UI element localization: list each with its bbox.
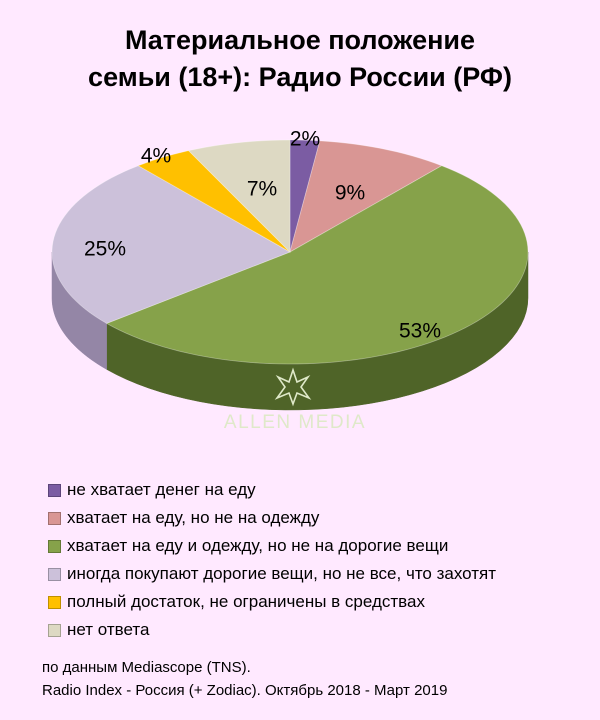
source-line-2: Radio Index - Россия (+ Zodiac). Октябрь… <box>42 682 448 699</box>
legend-swatch-4 <box>48 567 61 581</box>
source-note: по данным Mediascope (TNS). Radio Index … <box>42 656 447 702</box>
legend-swatch-2 <box>48 511 61 525</box>
legend-label-5: полный достаток, не ограничены в средств… <box>67 592 425 611</box>
pie-slice-5 <box>137 150 291 253</box>
chart-title: Материальное положение семьи (18+): Ради… <box>0 22 600 96</box>
pie-chart: 2% 9% 53% 25% 4% 7% ALLEN MEDIA <box>51 128 529 433</box>
legend-item-6: нет ответа <box>48 616 496 644</box>
legend-item-3: хватает на еду и одежду, но не на дороги… <box>48 532 496 560</box>
legend-item-4: иногда покупают дорогие вещи, но не все,… <box>48 560 496 588</box>
legend-swatch-1 <box>48 483 61 497</box>
data-label-3: 53% <box>399 320 441 343</box>
legend-swatch-5 <box>48 595 61 609</box>
data-label-2: 9% <box>335 182 365 205</box>
legend-swatch-3 <box>48 539 61 553</box>
watermark-text: ALLEN MEDIA <box>224 412 366 433</box>
data-label-1: 2% <box>290 128 320 151</box>
pie-slice-2 <box>289 140 443 253</box>
data-label-6: 7% <box>247 178 277 201</box>
legend-label-1: не хватает денег на еду <box>67 480 256 499</box>
legend-label-4: иногда покупают дорогие вещи, но не все,… <box>67 564 497 583</box>
chart-legend: не хватает денег на еду хватает на еду, н… <box>48 476 496 644</box>
pie-slices <box>51 139 529 365</box>
chart-title-line-1: Материальное положение <box>124 25 476 55</box>
legend-label-3: хватает на еду и одежду, но не на дороги… <box>67 536 449 555</box>
legend-item-5: полный достаток, не ограничены в средств… <box>48 588 496 616</box>
legend-label-6: нет ответа <box>67 620 150 639</box>
pie-slice-1 <box>289 139 321 253</box>
allen-media-logo-icon <box>274 367 312 407</box>
data-label-5: 4% <box>141 145 171 168</box>
chart-title-line-2: семьи (18+): Радио России (РФ) <box>88 62 512 92</box>
legend-label-2: хватает на еду, но не на одежду <box>67 508 320 527</box>
data-label-4: 25% <box>84 238 126 261</box>
pie-slice-3 <box>105 165 529 365</box>
source-line-1: по данным Mediascope (TNS). <box>42 659 251 676</box>
pie-slice-4 <box>51 165 291 324</box>
legend-item-1: не хватает денег на еду <box>48 476 496 504</box>
legend-item-2: хватает на еду, но не на одежду <box>48 504 496 532</box>
watermark: ALLEN MEDIA <box>224 367 366 433</box>
legend-swatch-6 <box>48 623 61 637</box>
pie-slice-6 <box>187 139 291 253</box>
